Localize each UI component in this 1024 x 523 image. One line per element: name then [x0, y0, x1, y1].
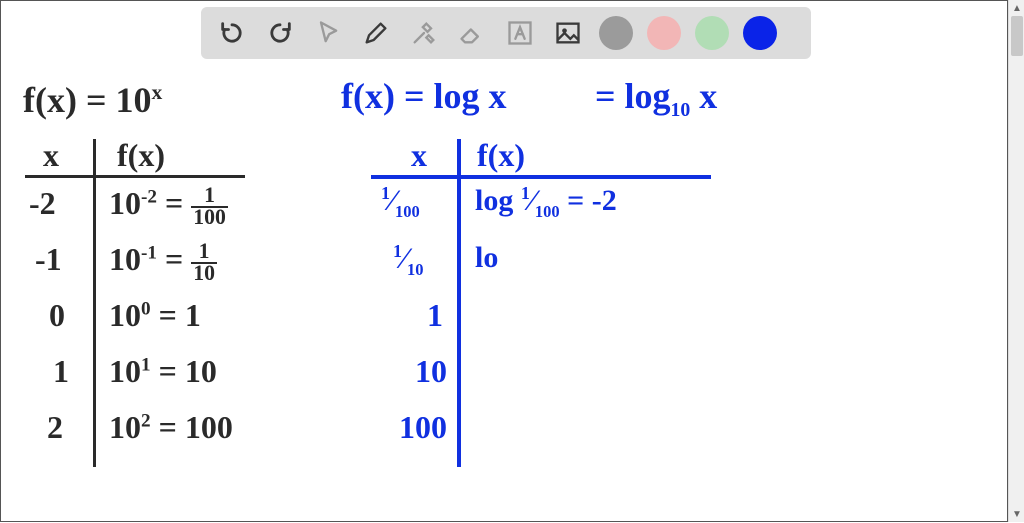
- text: 10: [109, 297, 141, 333]
- text: 1⁄10: [393, 242, 424, 275]
- text: 10: [109, 409, 141, 445]
- whiteboard-canvas[interactable]: f(x) = 10x x f(x) -2 10-2 = 1100 -1 10-1…: [1, 61, 1009, 523]
- undo-button[interactable]: [215, 16, 249, 50]
- text: log 1⁄100 = -2: [475, 184, 617, 217]
- text: 10: [671, 99, 691, 121]
- pencil-icon: [362, 19, 390, 47]
- left-fx-1: 10-1 = 110: [109, 241, 217, 283]
- vertical-scrollbar[interactable]: ▲ ▼: [1008, 0, 1024, 522]
- undo-icon: [218, 19, 246, 47]
- left-header-x: x: [43, 137, 59, 174]
- numer: 1: [199, 242, 210, 262]
- left-table-vrule: [93, 139, 96, 467]
- pointer-icon: [314, 19, 342, 47]
- right-fx-0: log 1⁄100 = -2: [475, 183, 617, 222]
- text: 10: [109, 241, 141, 277]
- pointer-tool[interactable]: [311, 16, 345, 50]
- right-x-1: 1⁄10: [393, 241, 424, 280]
- text: = 10: [151, 353, 217, 389]
- left-fx-3: 101 = 10: [109, 353, 217, 390]
- eraser-tool[interactable]: [455, 16, 489, 50]
- right-x-3: 10: [415, 353, 447, 390]
- left-fx-2: 100 = 1: [109, 297, 201, 334]
- right-x-4: 100: [399, 409, 447, 446]
- tools-button[interactable]: [407, 16, 441, 50]
- text: x: [690, 76, 717, 116]
- color-swatch-green[interactable]: [695, 16, 729, 50]
- text-tool[interactable]: [503, 16, 537, 50]
- color-swatch-gray[interactable]: [599, 16, 633, 50]
- left-x-3: 1: [53, 353, 69, 390]
- text: f(x) = 10: [23, 80, 151, 120]
- right-x-0: 1⁄100: [381, 183, 420, 222]
- left-header-fx: f(x): [117, 137, 165, 174]
- text: = log: [595, 76, 671, 116]
- text: x: [151, 80, 162, 104]
- left-fx-0: 10-2 = 1100: [109, 185, 228, 227]
- right-title-a: f(x) = log x: [341, 75, 506, 117]
- scroll-thumb[interactable]: [1011, 16, 1023, 56]
- right-fx-1: lo: [475, 241, 498, 275]
- redo-icon: [266, 19, 294, 47]
- tools-icon: [410, 19, 438, 47]
- color-swatch-pink[interactable]: [647, 16, 681, 50]
- text: =: [157, 185, 191, 221]
- color-swatch-blue[interactable]: [743, 16, 777, 50]
- image-icon: [554, 19, 582, 47]
- text-icon: [506, 19, 534, 47]
- left-x-0: -2: [29, 185, 56, 222]
- right-x-2: 1: [427, 297, 443, 334]
- toolbar: [201, 7, 811, 59]
- right-table-vrule: [457, 139, 461, 467]
- left-x-4: 2: [47, 409, 63, 446]
- redo-button[interactable]: [263, 16, 297, 50]
- left-table-hrule: [25, 175, 245, 178]
- right-title-b: = log10 x: [595, 75, 717, 122]
- fraction: 1100: [191, 186, 228, 227]
- whiteboard-frame: f(x) = 10x x f(x) -2 10-2 = 1100 -1 10-1…: [0, 0, 1008, 522]
- text: 10: [109, 353, 141, 389]
- left-x-1: -1: [35, 241, 62, 278]
- left-fx-4: 102 = 100: [109, 409, 233, 446]
- right-header-x: x: [411, 137, 427, 174]
- denom: 100: [191, 206, 228, 228]
- text: 10: [109, 185, 141, 221]
- right-header-fx: f(x): [477, 137, 525, 174]
- scroll-down-button[interactable]: ▼: [1009, 506, 1024, 522]
- text: = 1: [151, 297, 201, 333]
- pencil-tool[interactable]: [359, 16, 393, 50]
- scroll-up-button[interactable]: ▲: [1009, 0, 1024, 16]
- text: = 100: [151, 409, 233, 445]
- right-table-hrule: [371, 175, 711, 179]
- text: 1: [141, 354, 151, 375]
- fraction: 110: [191, 242, 217, 283]
- image-tool[interactable]: [551, 16, 585, 50]
- denom: 10: [191, 262, 217, 284]
- text: 2: [141, 410, 151, 431]
- text: =: [157, 241, 191, 277]
- eraser-icon: [458, 19, 486, 47]
- left-title: f(x) = 10x: [23, 79, 162, 121]
- text: 1⁄100: [381, 184, 420, 217]
- text: 0: [141, 298, 151, 319]
- text: -1: [141, 242, 157, 263]
- numer: 1: [204, 186, 215, 206]
- text: -2: [141, 186, 157, 207]
- left-x-2: 0: [49, 297, 65, 334]
